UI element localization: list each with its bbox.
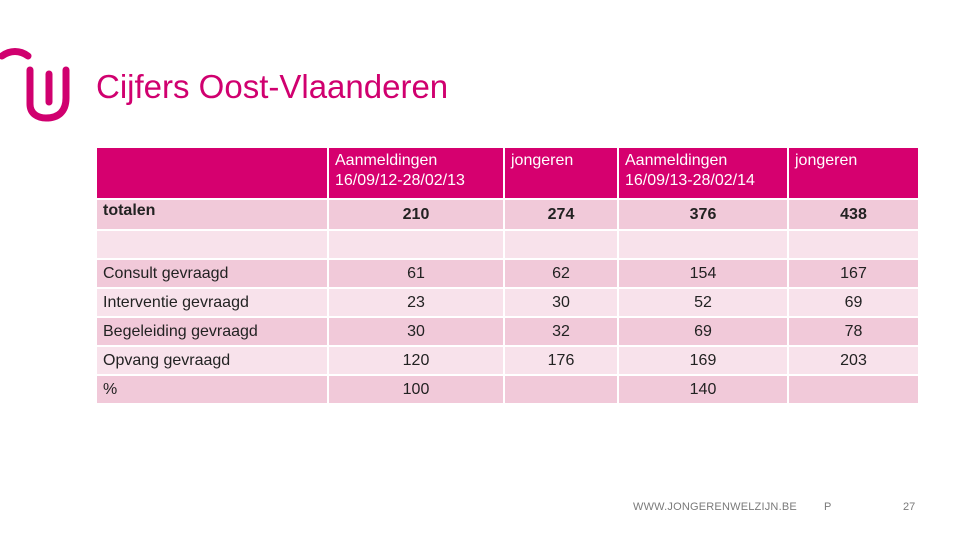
header-line: 16/09/12-28/02/13 [335,172,465,189]
row-label: Consult gevraagd [97,260,327,287]
table-cell [619,231,787,258]
header-cell: Aanmeldingen 16/09/12-28/02/13 [329,148,503,198]
table-cell: 61 [329,260,503,287]
table-cell: 23 [329,289,503,316]
row-label [97,231,327,258]
table-cell [505,376,617,403]
table-cell: 376 [619,200,787,229]
table-row: totalen 210 274 376 438 [97,200,918,229]
header-cell: Aanmeldingen 16/09/13-28/02/14 [619,148,787,198]
table-cell [789,376,918,403]
data-table: Aanmeldingen 16/09/12-28/02/13 jongeren A… [95,146,920,405]
table-cell: 30 [505,289,617,316]
table-cell: 154 [619,260,787,287]
table-cell: 140 [619,376,787,403]
table-row [97,231,918,258]
jongerenwelzijn-logo-icon [0,48,70,122]
page-number: 27 [903,501,916,513]
table-cell: 167 [789,260,918,287]
footer-marker: P [824,501,832,513]
table-row: Interventie gevraagd 23 30 52 69 [97,289,918,316]
row-label: % [97,376,327,403]
table-cell: 210 [329,200,503,229]
table-cell [505,231,617,258]
table-cell: 203 [789,347,918,374]
table-cell: 52 [619,289,787,316]
header-cell: jongeren [789,148,918,198]
header-cell [97,148,327,198]
table-cell: 100 [329,376,503,403]
row-label: Interventie gevraagd [97,289,327,316]
table-cell: 69 [619,318,787,345]
table-cell: 176 [505,347,617,374]
row-label: Begeleiding gevraagd [97,318,327,345]
table-row: % 100 140 [97,376,918,403]
table-row: Opvang gevraagd 120 176 169 203 [97,347,918,374]
header-cell: jongeren [505,148,617,198]
table-cell: 30 [329,318,503,345]
table-cell [789,231,918,258]
table-cell: 69 [789,289,918,316]
row-label: Opvang gevraagd [97,347,327,374]
table-cell: 78 [789,318,918,345]
table-cell: 169 [619,347,787,374]
table-cell: 32 [505,318,617,345]
table-cell: 62 [505,260,617,287]
table-cell: 120 [329,347,503,374]
table-row: Consult gevraagd 61 62 154 167 [97,260,918,287]
table-row: Begeleiding gevraagd 30 32 69 78 [97,318,918,345]
row-label: totalen [97,200,327,229]
table-cell [329,231,503,258]
header-line: Aanmeldingen [625,152,728,169]
slide-title: Cijfers Oost-Vlaanderen [96,68,449,105]
header-line: Aanmeldingen [335,152,438,169]
table-cell: 438 [789,200,918,229]
header-line: 16/09/13-28/02/14 [625,172,755,189]
footer-url: WWW.JONGERENWELZIJN.BE [633,501,797,513]
table-cell: 274 [505,200,617,229]
table-header-row: Aanmeldingen 16/09/12-28/02/13 jongeren A… [97,148,918,198]
